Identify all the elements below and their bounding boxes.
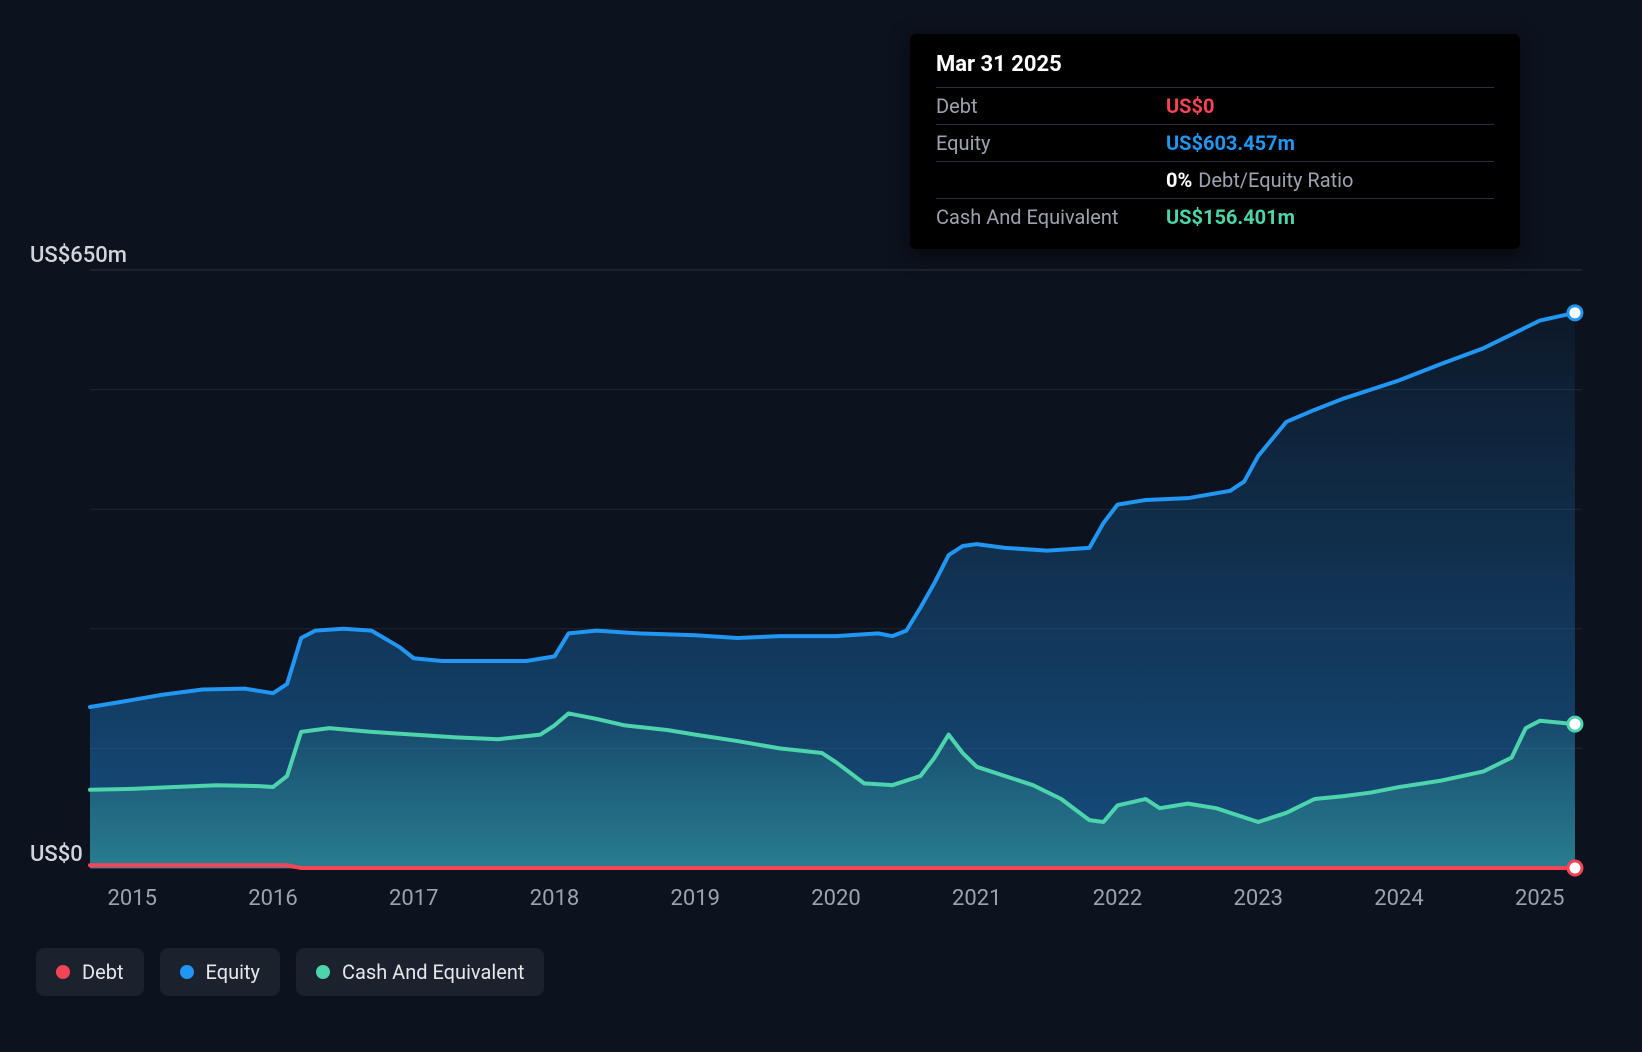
legend-label: Cash And Equivalent [342, 960, 524, 984]
x-axis-tick: 2017 [389, 886, 438, 911]
tooltip-row-cash: Cash And Equivalent US$156.401m [936, 198, 1494, 235]
x-axis-tick: 2019 [671, 886, 720, 911]
tooltip-label: Cash And Equivalent [936, 205, 1166, 229]
tooltip-date: Mar 31 2025 [936, 52, 1494, 77]
legend-dot-icon [316, 965, 330, 979]
x-axis-tick: 2018 [530, 886, 579, 911]
legend-item[interactable]: Equity [160, 948, 280, 996]
chart-container: US$650m US$0 201520162017201820192020202… [30, 30, 1612, 1022]
legend-dot-icon [56, 965, 70, 979]
legend-item[interactable]: Cash And Equivalent [296, 948, 544, 996]
x-axis-tick: 2015 [107, 886, 156, 911]
tooltip-label: Debt [936, 94, 1166, 118]
legend-dot-icon [180, 965, 194, 979]
tooltip-row-ratio: 0%Debt/Equity Ratio [936, 161, 1494, 198]
x-axis-tick: 2020 [811, 886, 860, 911]
tooltip-ratio: 0%Debt/Equity Ratio [1166, 168, 1353, 192]
chart-legend: Debt Equity Cash And Equivalent [36, 948, 544, 996]
tooltip-row-equity: Equity US$603.457m [936, 124, 1494, 161]
tooltip-row-debt: Debt US$0 [936, 87, 1494, 124]
tooltip-label: Equity [936, 131, 1166, 155]
legend-item[interactable]: Debt [36, 948, 144, 996]
tooltip-value: US$0 [1166, 94, 1214, 118]
x-axis-tick: 2022 [1093, 886, 1142, 911]
x-axis-tick: 2023 [1234, 886, 1283, 911]
x-axis-tick: 2016 [248, 886, 297, 911]
x-axis-tick: 2021 [952, 886, 1001, 911]
x-axis-tick: 2025 [1515, 886, 1564, 911]
x-axis-tick: 2024 [1374, 886, 1423, 911]
chart-tooltip: Mar 31 2025 Debt US$0 Equity US$603.457m… [910, 34, 1520, 249]
tooltip-value: US$603.457m [1166, 131, 1295, 155]
tooltip-value: US$156.401m [1166, 205, 1295, 229]
legend-label: Equity [206, 960, 260, 984]
legend-label: Debt [82, 960, 124, 984]
